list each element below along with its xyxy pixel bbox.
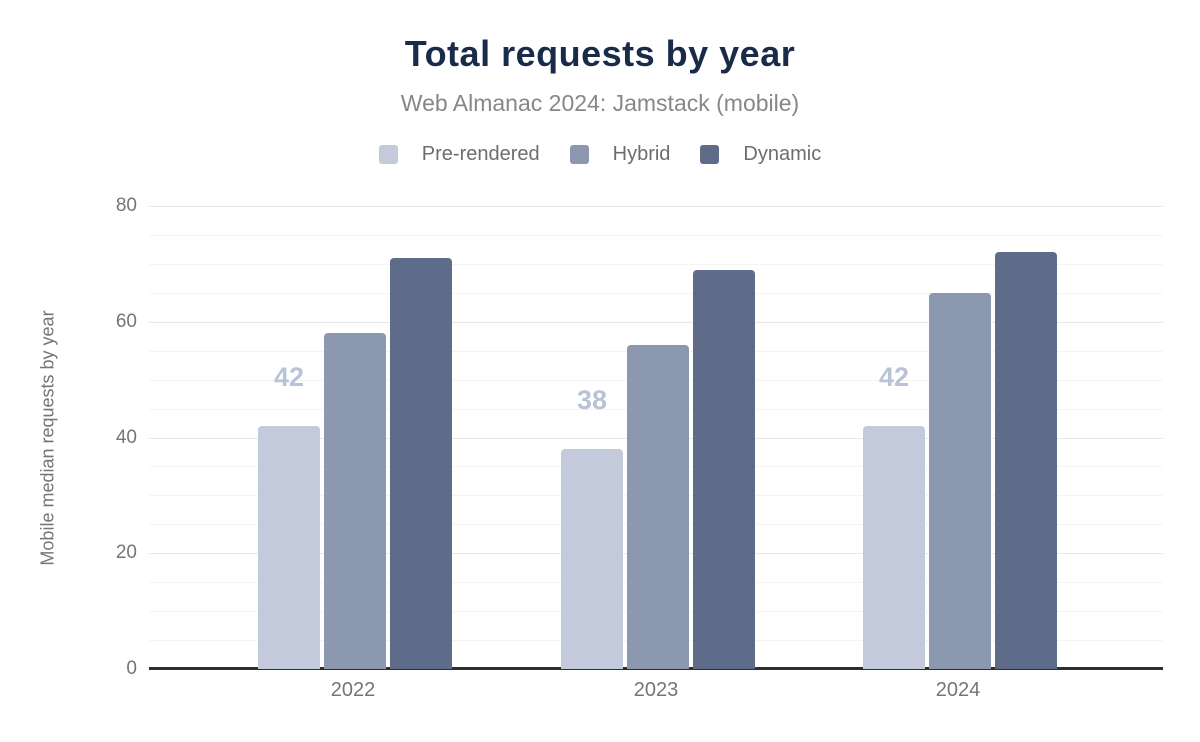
legend-label-pre-rendered: Pre-rendered: [421, 143, 540, 165]
bar-2024-pre-rendered: [863, 426, 925, 669]
bar-2023-pre-rendered: [561, 449, 623, 669]
y-tick-label-0: 0: [126, 658, 137, 679]
y-tick-label-40: 40: [115, 427, 137, 448]
legend-item-pre-rendered: Pre-rendered: [378, 143, 540, 166]
gridline-minor-75: [149, 235, 1163, 236]
bar-2023-hybrid: [627, 345, 689, 669]
legend-item-dynamic: Dynamic: [700, 143, 821, 166]
bar-2022-dynamic: [390, 258, 452, 669]
x-tick-label-2023: 2023: [633, 679, 679, 701]
bar-2022-pre-rendered: [258, 426, 320, 669]
bar-2022-hybrid: [324, 333, 386, 669]
bar-value-label-2022: 42: [273, 362, 305, 392]
legend-item-hybrid: Hybrid: [569, 143, 671, 166]
gridline-major-80: [149, 206, 1163, 207]
x-tick-label-2024: 2024: [935, 679, 981, 701]
chart-subtitle: Web Almanac 2024: Jamstack (mobile): [400, 90, 800, 116]
gridline-minor-65: [149, 293, 1163, 294]
legend: Pre-rendered Hybrid Dynamic: [0, 143, 1200, 166]
bar-2023-dynamic: [693, 270, 755, 669]
gridline-minor-70: [149, 264, 1163, 265]
bar-2024-hybrid: [929, 293, 991, 669]
bar-value-label-2024: 42: [878, 362, 910, 392]
legend-swatch-pre-rendered-icon: [378, 145, 398, 164]
gridline-major-60: [149, 322, 1163, 323]
x-tick-label-2022: 2022: [330, 679, 376, 701]
y-tick-label-20: 20: [115, 542, 137, 563]
legend-swatch-dynamic-icon: [700, 145, 720, 164]
chart-title: Total requests by year: [404, 33, 796, 74]
bar-2024-dynamic: [995, 252, 1057, 669]
legend-label-dynamic: Dynamic: [743, 143, 822, 165]
y-tick-label-60: 60: [115, 311, 137, 332]
bar-value-label-2023: 38: [576, 385, 608, 415]
legend-label-hybrid: Hybrid: [612, 143, 671, 165]
legend-swatch-hybrid-icon: [569, 145, 589, 164]
y-tick-label-80: 80: [115, 195, 137, 216]
